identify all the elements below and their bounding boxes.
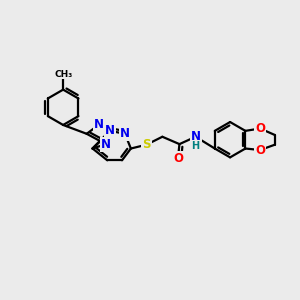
Text: N: N (101, 138, 111, 151)
Text: O: O (255, 143, 265, 157)
Text: N: N (94, 118, 103, 131)
Text: S: S (142, 138, 151, 151)
Text: H: H (192, 141, 200, 151)
Text: O: O (173, 152, 183, 165)
Text: CH₃: CH₃ (54, 70, 72, 79)
Text: O: O (255, 122, 265, 135)
Text: N: N (105, 124, 115, 137)
Text: N: N (190, 130, 201, 143)
Text: N: N (120, 127, 130, 140)
